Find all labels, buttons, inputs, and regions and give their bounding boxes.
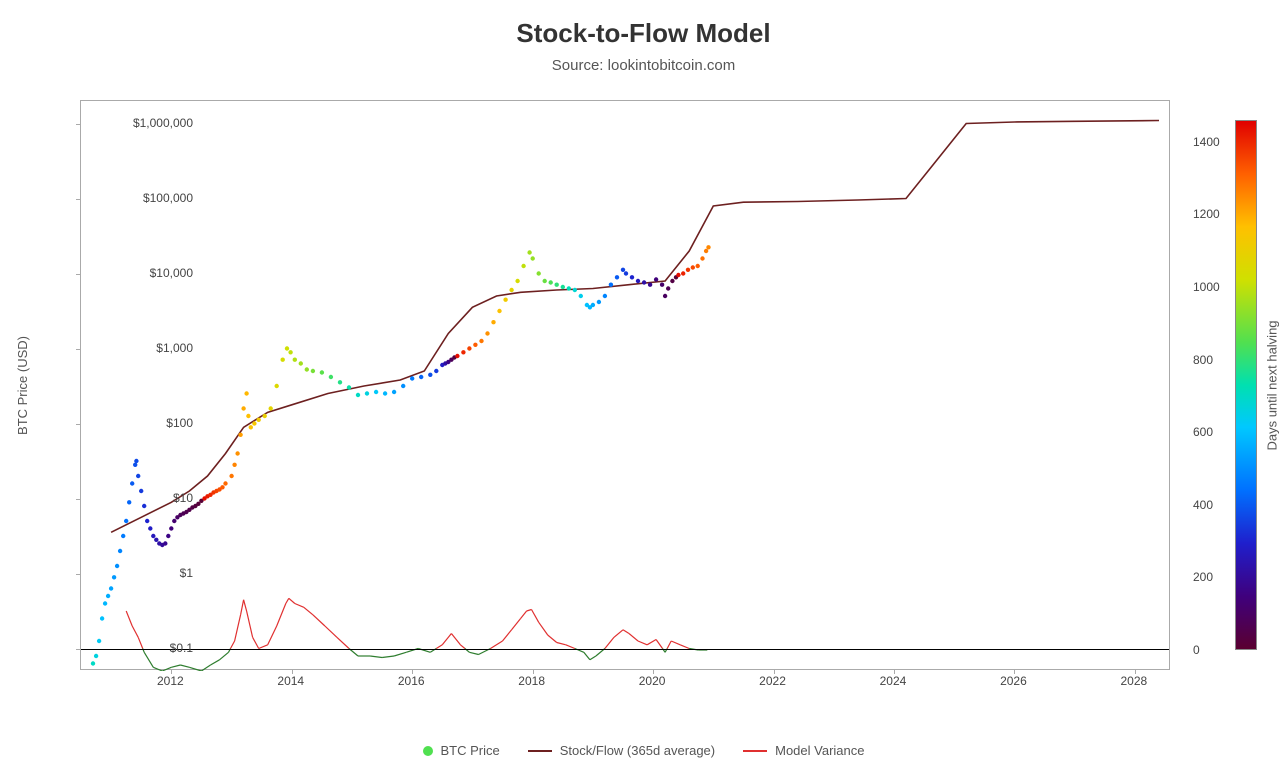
variance-segment bbox=[584, 652, 590, 660]
variance-segment bbox=[286, 598, 289, 603]
legend: BTC Price Stock/Flow (365d average) Model … bbox=[0, 743, 1287, 758]
variance-segment bbox=[548, 635, 557, 643]
legend-item: BTC Price bbox=[423, 743, 500, 758]
x-tick-label: 2016 bbox=[398, 674, 425, 688]
x-tick-label: 2024 bbox=[880, 674, 907, 688]
variance-segment bbox=[313, 615, 325, 626]
colorbar-tick-label: 1000 bbox=[1193, 280, 1233, 294]
variance-segment bbox=[289, 598, 295, 603]
colorbar-tick-label: 1200 bbox=[1193, 207, 1233, 221]
variance-segment bbox=[469, 652, 478, 654]
variance-segment bbox=[189, 667, 201, 671]
colorbar-tick-label: 1400 bbox=[1193, 135, 1233, 149]
y-tick-label: $0.1 bbox=[93, 641, 193, 655]
variance-segment bbox=[337, 637, 349, 648]
variance-segment bbox=[491, 641, 503, 649]
variance-segment bbox=[241, 600, 244, 615]
variance-segment bbox=[304, 607, 313, 615]
x-tick-label: 2020 bbox=[639, 674, 666, 688]
variance-segment bbox=[153, 667, 162, 671]
variance-segment bbox=[247, 611, 253, 637]
variance-segment bbox=[132, 626, 138, 637]
x-tick-label: 2022 bbox=[759, 674, 786, 688]
x-tick-label: 2028 bbox=[1121, 674, 1148, 688]
colorbar-tick-label: 400 bbox=[1193, 498, 1233, 512]
variance-segment bbox=[557, 643, 566, 645]
x-tick-label: 2012 bbox=[157, 674, 184, 688]
variance-segment bbox=[647, 640, 656, 645]
legend-item: Stock/Flow (365d average) bbox=[528, 743, 715, 758]
variance-segment bbox=[527, 610, 532, 612]
colorbar-tick-label: 800 bbox=[1193, 353, 1233, 367]
variance-segment bbox=[623, 630, 629, 634]
x-tick-label: 2018 bbox=[518, 674, 545, 688]
legend-label: BTC Price bbox=[441, 743, 500, 758]
variance-segment bbox=[277, 604, 286, 627]
zero-hline bbox=[81, 649, 1169, 650]
variance-segment bbox=[614, 630, 623, 638]
legend-dot-icon bbox=[423, 746, 433, 756]
variance-segment bbox=[596, 649, 605, 657]
variance-segment bbox=[394, 652, 406, 656]
y-tick-label: $1,000 bbox=[93, 341, 193, 355]
variance-segment bbox=[220, 652, 229, 660]
y-tick-label: $100 bbox=[93, 416, 193, 430]
legend-label: Model Variance bbox=[775, 743, 864, 758]
variance-segment bbox=[638, 641, 647, 645]
variance-segment bbox=[539, 622, 548, 635]
variance-segment bbox=[671, 641, 680, 645]
variance-segment bbox=[629, 634, 638, 642]
variance-segment bbox=[201, 665, 210, 671]
y-tick-label: $1 bbox=[93, 566, 193, 580]
y-tick-label: $1,000,000 bbox=[93, 116, 193, 130]
variance-segment bbox=[211, 660, 220, 665]
variance-segment bbox=[244, 600, 247, 611]
legend-line-icon bbox=[743, 750, 767, 752]
x-tick-label: 2026 bbox=[1000, 674, 1027, 688]
colorbar-tick-label: 200 bbox=[1193, 570, 1233, 584]
y-tick-label: $100,000 bbox=[93, 191, 193, 205]
variance-segment bbox=[126, 611, 132, 626]
variance-segment bbox=[235, 615, 241, 641]
variance-segment bbox=[521, 611, 527, 619]
variance-segment bbox=[442, 634, 451, 645]
plot-svg bbox=[81, 101, 1171, 671]
variance-segment bbox=[171, 665, 180, 667]
legend-item: Model Variance bbox=[743, 743, 864, 758]
plot-area bbox=[80, 100, 1170, 670]
variance-segment bbox=[253, 637, 259, 648]
variance-segment bbox=[382, 656, 394, 658]
y-axis-label: BTC Price (USD) bbox=[12, 100, 32, 670]
btc-price-series bbox=[91, 245, 711, 666]
variance-segment bbox=[605, 637, 614, 648]
y-tick-label: $10,000 bbox=[93, 266, 193, 280]
chart-title: Stock-to-Flow Model bbox=[0, 0, 1287, 49]
chart-subtitle: Source: lookintobitcoin.com bbox=[0, 49, 1287, 74]
variance-segment bbox=[162, 667, 171, 671]
variance-segment bbox=[295, 604, 304, 608]
legend-line-icon bbox=[528, 750, 552, 752]
colorbar-label: Days until next halving bbox=[1263, 120, 1281, 650]
variance-segment bbox=[656, 640, 662, 649]
x-tick-label: 2014 bbox=[277, 674, 304, 688]
variance-segment bbox=[268, 626, 277, 645]
variance-segment bbox=[180, 665, 189, 667]
variance-segment bbox=[231, 641, 235, 649]
variance-segment bbox=[667, 641, 671, 649]
variance-segment bbox=[144, 652, 153, 667]
variance-segment bbox=[532, 610, 539, 623]
stock-flow-line bbox=[111, 121, 1159, 533]
colorbar-tick-label: 600 bbox=[1193, 425, 1233, 439]
y-tick-label: $10 bbox=[93, 491, 193, 505]
variance-segment bbox=[349, 649, 358, 657]
colorbar-tick-label: 0 bbox=[1193, 643, 1233, 657]
variance-segment bbox=[512, 619, 521, 630]
variance-segment bbox=[590, 656, 596, 660]
legend-label: Stock/Flow (365d average) bbox=[560, 743, 715, 758]
variance-segment bbox=[451, 634, 460, 645]
colorbar bbox=[1235, 120, 1257, 650]
variance-segment bbox=[503, 630, 512, 641]
variance-segment bbox=[325, 626, 337, 637]
variance-segment bbox=[370, 656, 382, 658]
